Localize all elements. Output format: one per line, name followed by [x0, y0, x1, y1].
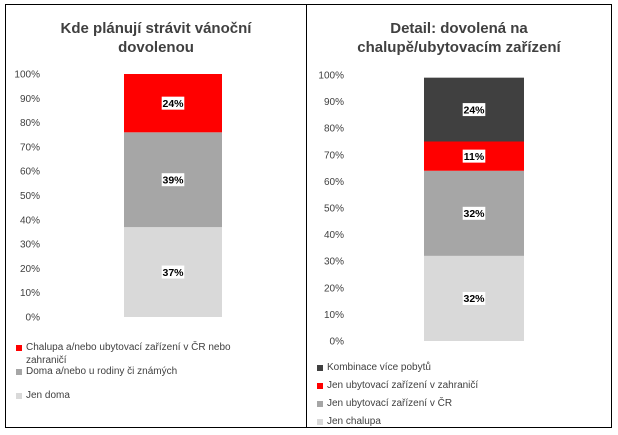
left-ytick-label: 90%: [20, 94, 40, 105]
right-chart-title: Detail: dovolená na chalupě/ubytovacím z…: [307, 19, 611, 57]
right-ytick-label: 0%: [330, 337, 345, 348]
left-legend-label-line: zahraničí: [26, 355, 67, 366]
left-legend-label-line: Jen doma: [26, 390, 70, 401]
left-data-label-bg: [161, 265, 185, 279]
right-legend-label: Jen chalupa: [327, 415, 381, 428]
right-data-label-bg: [462, 291, 486, 305]
right-data-label: 24%: [463, 104, 485, 116]
right-ytick-label: 70%: [324, 150, 344, 161]
left-data-label: 39%: [162, 175, 184, 187]
left-ytick-label: 60%: [20, 167, 40, 178]
left-legend-label: Doma a/nebo u rodiny či známých: [26, 365, 177, 378]
right-legend-swatch: [317, 401, 323, 407]
right-legend-swatch: [317, 383, 323, 389]
left-chart-plot: 0% 10% 20% 30% 40% 50% 60% 70% 80% 90% 100% 37% 39% 2…: [14, 70, 222, 324]
left-ytick-label: 70%: [20, 142, 40, 153]
left-chart-title-line1: Kde plánují strávit vánoční: [60, 20, 252, 37]
left-ytick-label: 30%: [20, 240, 40, 251]
left-data-label: 37%: [162, 267, 184, 279]
right-chart-plot: 0% 10% 20% 30% 40% 50% 60% 70% 80% 90% 100% 32% 32% 1…: [318, 71, 524, 348]
left-ytick-label: 50%: [20, 191, 40, 202]
right-legend-label-line: Jen ubytovací zařízení v ČR: [327, 398, 453, 409]
right-data-label: 32%: [463, 208, 485, 220]
left-ytick-label: 40%: [20, 215, 40, 226]
left-ytick-label: 20%: [20, 264, 40, 275]
left-legend-label-line: Doma a/nebo u rodiny či známých: [26, 366, 178, 377]
right-legend-swatch: [317, 419, 323, 425]
right-data-label: 11%: [464, 151, 485, 163]
left-ytick-label: 100%: [14, 70, 40, 81]
right-legend-swatch: [317, 365, 323, 371]
left-legend-swatch: [16, 393, 22, 399]
left-chart-title-line2: dovolenou: [118, 39, 194, 56]
left-data-label-bg: [161, 96, 185, 110]
left-data-label: 24%: [162, 98, 184, 110]
left-ytick-label: 0%: [26, 313, 41, 324]
right-ytick-label: 100%: [318, 71, 344, 82]
right-chart-title-line1: Detail: dovolená na: [390, 20, 528, 37]
right-legend-label-line: Jen chalupa: [327, 416, 381, 427]
right-ytick-label: 60%: [324, 177, 344, 188]
right-ytick-label: 50%: [324, 204, 344, 215]
left-legend-label: Chalupa a/nebo ubytovací zařízení v ČR n…: [26, 341, 231, 367]
right-legend-label: Jen ubytovací zařízení v zahraničí: [327, 379, 478, 392]
left-ytick-label: 10%: [20, 288, 40, 299]
right-chart-panel: Detail: dovolená na chalupě/ubytovacím z…: [306, 4, 612, 428]
right-ytick-label: 10%: [324, 310, 344, 321]
right-chart-title-line2: chalupě/ubytovacím zařízení: [357, 39, 561, 56]
left-chart-panel: Kde plánují strávit vánoční dovolenou 0%…: [5, 4, 307, 428]
right-data-label-bg: [462, 149, 486, 163]
right-ytick-label: 80%: [324, 124, 344, 135]
right-legend-label-line: Kombinace více pobytů: [327, 362, 431, 373]
right-data-label: 32%: [463, 293, 485, 305]
right-ytick-label: 40%: [324, 230, 344, 241]
left-legend-label-line: Chalupa a/nebo ubytovací zařízení v ČR n…: [26, 342, 231, 353]
right-legend-label-line: Jen ubytovací zařízení v zahraničí: [327, 380, 479, 391]
left-data-label-bg: [161, 173, 185, 187]
left-legend-swatch: [16, 369, 22, 375]
left-legend-label: Jen doma: [26, 389, 70, 402]
left-chart-title: Kde plánují strávit vánoční dovolenou: [6, 19, 306, 57]
right-data-label-bg: [462, 103, 486, 117]
right-data-label-bg: [462, 206, 486, 220]
right-legend-label: Kombinace více pobytů: [327, 361, 431, 374]
right-legend-label: Jen ubytovací zařízení v ČR: [327, 397, 452, 410]
right-ytick-label: 90%: [324, 97, 344, 108]
left-legend-swatch: [16, 345, 22, 351]
right-ytick-label: 20%: [324, 283, 344, 294]
right-ytick-label: 30%: [324, 257, 344, 268]
left-ytick-label: 80%: [20, 118, 40, 129]
